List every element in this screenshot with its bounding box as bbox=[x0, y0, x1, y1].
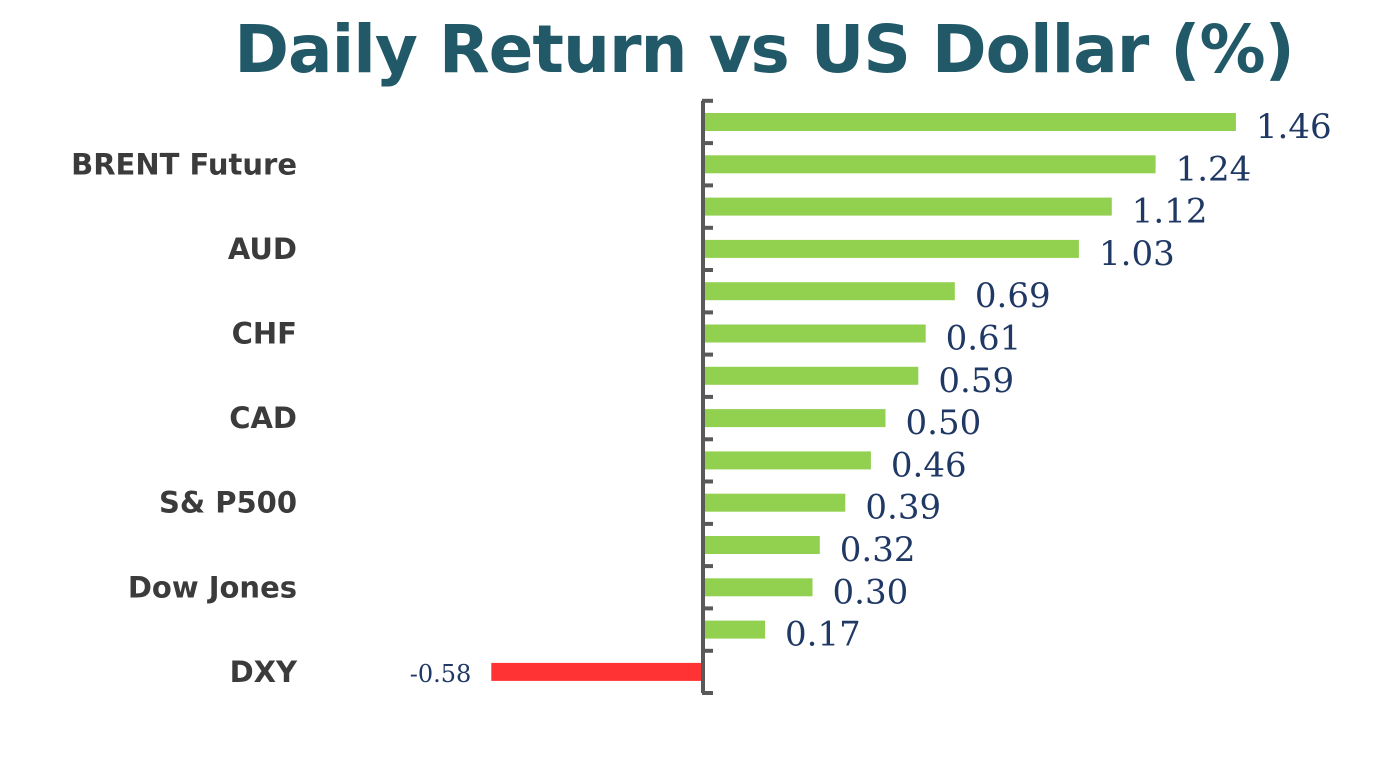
bar-3 bbox=[703, 239, 1079, 258]
category-label-1: BRENT Future bbox=[71, 147, 297, 181]
category-label-3: AUD bbox=[228, 232, 297, 266]
value-label-2: 1.12 bbox=[1132, 192, 1208, 232]
value-label-12: 0.17 bbox=[785, 615, 861, 655]
value-label-13: -0.58 bbox=[410, 660, 472, 688]
value-label-1: 1.24 bbox=[1176, 149, 1252, 189]
value-label-4: 0.69 bbox=[975, 276, 1051, 316]
chart-title: Daily Return vs US Dollar (%) bbox=[234, 11, 1294, 88]
bar-2 bbox=[703, 197, 1112, 216]
value-label-5: 0.61 bbox=[946, 319, 1022, 359]
value-label-10: 0.32 bbox=[840, 530, 916, 570]
category-labels: BRENT Future AUD CHF CAD S& P500 Dow Jones DXY bbox=[71, 147, 298, 689]
bar-4 bbox=[703, 282, 955, 301]
category-label-9: S& P500 bbox=[159, 486, 297, 520]
value-labels: 1.461.241.121.03 0.690.610.590.500.460.39… bbox=[410, 107, 1332, 688]
value-label-9: 0.39 bbox=[865, 488, 941, 528]
value-label-6: 0.59 bbox=[938, 361, 1014, 401]
bar-1 bbox=[703, 155, 1156, 174]
bar-8 bbox=[703, 451, 871, 470]
category-label-11: Dow Jones bbox=[128, 570, 297, 604]
bars-group bbox=[491, 113, 1236, 681]
category-label-7: CAD bbox=[229, 401, 297, 435]
bar-10 bbox=[703, 536, 820, 554]
bar-6 bbox=[703, 366, 919, 385]
bar-9 bbox=[703, 493, 846, 512]
bar-0 bbox=[703, 113, 1236, 131]
value-label-11: 0.30 bbox=[833, 572, 909, 612]
value-label-0: 1.46 bbox=[1256, 107, 1332, 147]
category-label-13: DXY bbox=[230, 655, 298, 689]
bar-7 bbox=[703, 409, 886, 428]
y-axis bbox=[701, 98, 713, 695]
bar-11 bbox=[703, 578, 813, 597]
value-label-7: 0.50 bbox=[906, 403, 982, 443]
value-label-3: 1.03 bbox=[1099, 234, 1175, 274]
bar-5 bbox=[703, 324, 926, 343]
category-label-5: CHF bbox=[232, 317, 297, 351]
bar-13 bbox=[491, 662, 703, 681]
bar-12 bbox=[703, 620, 766, 639]
value-label-8: 0.46 bbox=[891, 445, 967, 485]
